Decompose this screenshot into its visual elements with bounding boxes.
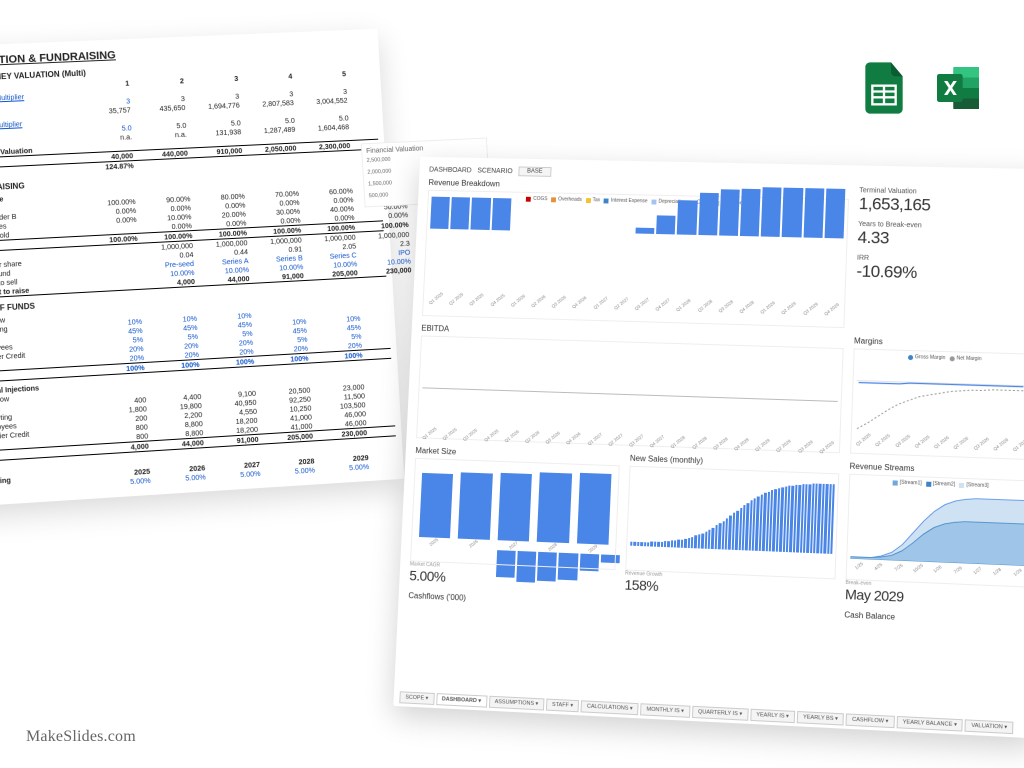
market-size-chart: 20252026202720282029 xyxy=(410,458,620,570)
revenue-streams-chart: [Stream1][Stream2][Stream3] 1/254/257/25… xyxy=(846,474,1024,588)
scenario-selector[interactable]: BASE xyxy=(518,166,551,176)
tab-scope[interactable]: SCOPE ▾ xyxy=(399,691,434,705)
tab-calculations[interactable]: CALCULATIONS ▾ xyxy=(581,700,639,715)
valuation-spreadsheet: VALUATION & FUNDRAISING PRE-MONEY VALUAT… xyxy=(0,29,404,507)
tab-yearly is[interactable]: YEARLY IS ▾ xyxy=(750,709,795,723)
tab-quarterly is[interactable]: QUARTERLY IS ▾ xyxy=(692,706,749,721)
tab-yearly balance[interactable]: YEARLY BALANCE ▾ xyxy=(896,716,963,732)
brand-watermark: MakeSlides.com xyxy=(26,728,136,746)
google-sheets-icon xyxy=(856,60,912,116)
tab-staff[interactable]: STAFF ▾ xyxy=(546,699,579,713)
dashboard-spreadsheet: DASHBOARD SCENARIO BASE Revenue Breakdow… xyxy=(393,157,1024,739)
ebitda-chart: Q1 2025Q2 2025Q3 2025Q4 2025Q1 2026Q2 20… xyxy=(416,335,844,453)
tab-assumptions[interactable]: ASSUMPTIONS ▾ xyxy=(489,696,545,711)
tab-yearly bs[interactable]: YEARLY BS ▾ xyxy=(797,711,845,726)
tab-dashboard[interactable]: DASHBOARD ▾ xyxy=(436,693,487,708)
tab-valuation[interactable]: VALUATION ▾ xyxy=(965,719,1014,734)
margins-chart: Gross MarginNet Margin Q1 2025Q2 2025Q3 … xyxy=(850,348,1024,460)
cash-balance-title: Cash Balance xyxy=(844,610,1024,627)
new-sales-chart xyxy=(625,466,839,580)
app-icons xyxy=(856,60,986,116)
years-breakeven-value: 4.33 xyxy=(857,228,1024,252)
excel-icon xyxy=(930,60,986,116)
sheet-tabs: SCOPE ▾DASHBOARD ▾ASSUMPTIONS ▾STAFF ▾CA… xyxy=(399,691,1024,735)
tab-cashflow[interactable]: CASHFLOW ▾ xyxy=(846,713,895,728)
tab-monthly is[interactable]: MONTHLY IS ▾ xyxy=(640,703,690,718)
irr-value: -10.69% xyxy=(856,262,1024,287)
terminal-valuation-value: 1,653,165 xyxy=(858,194,1024,218)
